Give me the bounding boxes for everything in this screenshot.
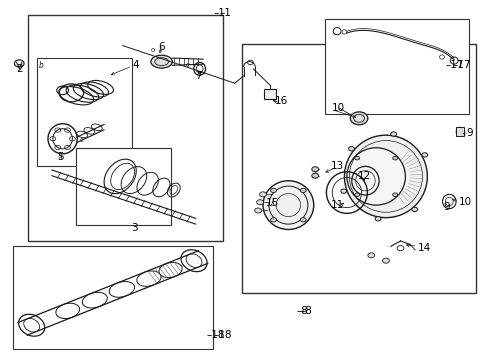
Text: 11: 11 xyxy=(330,200,343,210)
Text: 15: 15 xyxy=(265,198,279,208)
Ellipse shape xyxy=(367,253,374,258)
Text: –1: –1 xyxy=(219,8,230,18)
Ellipse shape xyxy=(348,147,354,151)
Text: 10: 10 xyxy=(331,103,345,113)
Text: c: c xyxy=(185,62,189,68)
Ellipse shape xyxy=(300,218,305,222)
Bar xyxy=(27,15,222,241)
Ellipse shape xyxy=(344,135,427,218)
Ellipse shape xyxy=(390,132,396,136)
Ellipse shape xyxy=(455,127,463,136)
Text: 7: 7 xyxy=(194,71,201,81)
Ellipse shape xyxy=(392,193,397,197)
Ellipse shape xyxy=(382,258,388,263)
Bar xyxy=(76,148,171,225)
Text: –17: –17 xyxy=(451,60,470,70)
Text: 9: 9 xyxy=(466,129,472,138)
Ellipse shape xyxy=(421,153,427,157)
Ellipse shape xyxy=(411,207,417,212)
Bar xyxy=(455,127,464,136)
Bar xyxy=(13,246,212,348)
Text: 5: 5 xyxy=(57,152,63,162)
Text: 3: 3 xyxy=(131,224,138,233)
Ellipse shape xyxy=(270,188,276,193)
Bar xyxy=(37,58,132,166)
Text: 9: 9 xyxy=(443,202,449,212)
Ellipse shape xyxy=(374,217,380,221)
Ellipse shape xyxy=(311,167,318,172)
Text: –8: –8 xyxy=(295,306,307,316)
Ellipse shape xyxy=(254,208,261,213)
Text: 10: 10 xyxy=(458,197,471,207)
Ellipse shape xyxy=(354,193,359,197)
Bar xyxy=(242,44,475,293)
Ellipse shape xyxy=(263,181,313,229)
Text: 13: 13 xyxy=(330,161,343,171)
Text: –8: –8 xyxy=(300,306,312,316)
Ellipse shape xyxy=(354,156,359,160)
Text: o: o xyxy=(150,47,155,53)
Text: 4: 4 xyxy=(132,60,139,70)
Ellipse shape xyxy=(349,112,367,125)
Text: b: b xyxy=(39,61,43,70)
Ellipse shape xyxy=(311,173,318,178)
Ellipse shape xyxy=(14,60,24,67)
Ellipse shape xyxy=(16,61,22,66)
Ellipse shape xyxy=(151,55,172,68)
Ellipse shape xyxy=(259,192,266,197)
Bar xyxy=(325,19,468,114)
Ellipse shape xyxy=(392,156,397,160)
Ellipse shape xyxy=(300,188,305,193)
Text: –18: –18 xyxy=(213,330,231,340)
Text: c: c xyxy=(79,137,83,143)
Ellipse shape xyxy=(256,200,263,205)
Bar xyxy=(264,89,276,99)
Text: 14: 14 xyxy=(417,243,430,253)
Text: –18: –18 xyxy=(206,330,224,340)
Text: –17: –17 xyxy=(445,60,463,70)
Text: 16: 16 xyxy=(274,96,287,106)
Text: 12: 12 xyxy=(357,171,370,181)
Text: 6: 6 xyxy=(158,42,164,52)
Text: –1: –1 xyxy=(213,8,224,18)
Text: 2: 2 xyxy=(16,64,22,74)
Ellipse shape xyxy=(270,218,276,222)
Ellipse shape xyxy=(340,189,346,193)
Ellipse shape xyxy=(346,148,405,205)
